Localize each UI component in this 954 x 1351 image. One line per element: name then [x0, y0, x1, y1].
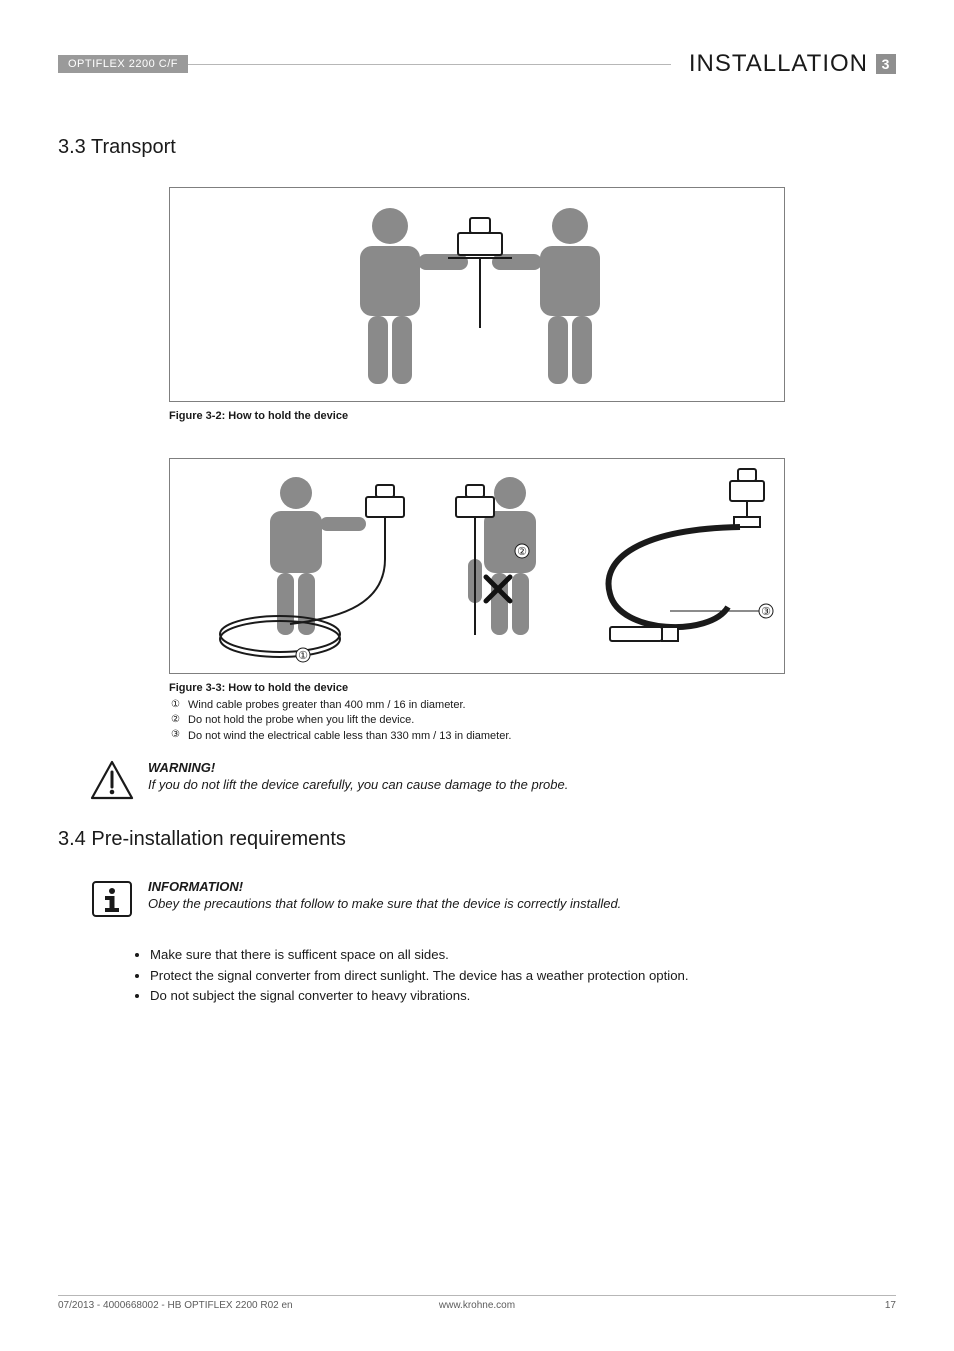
section-title: INSTALLATION 3 [671, 50, 896, 78]
warning-callout: WARNING! If you do not lift the device c… [90, 760, 896, 800]
header-rule [188, 64, 671, 65]
figure-3-3-caption: Figure 3-3: How to hold the device [169, 682, 785, 694]
heading-3-3: 3.3 Transport [58, 136, 896, 159]
figure-3-3: ① ② ③ [169, 458, 785, 674]
figure-3-2 [169, 187, 785, 402]
marker-3: ③ [761, 606, 771, 618]
warning-icon [90, 760, 134, 800]
figure-3-3-note-1: ① Wind cable probes greater than 400 mm … [169, 698, 785, 713]
requirement-item-3: Do not subject the signal converter to h… [150, 986, 896, 1006]
information-body: Obey the precautions that follow to make… [148, 896, 621, 911]
note-num-2: ② [169, 713, 182, 726]
heading-3-4: 3.4 Pre-installation requirements [58, 828, 896, 851]
chapter-badge: 3 [876, 54, 896, 74]
note-num-1: ① [169, 698, 182, 711]
note-text-1: Wind cable probes greater than 400 mm / … [188, 698, 466, 713]
page-header: OPTIFLEX 2200 C/F INSTALLATION 3 [58, 50, 896, 78]
footer-center: www.krohne.com [337, 1300, 616, 1311]
marker-1: ① [298, 650, 308, 662]
information-title: INFORMATION! [148, 879, 621, 894]
figure-3-3-note-2: ② Do not hold the probe when you lift th… [169, 713, 785, 728]
footer-left: 07/2013 - 4000668002 - HB OPTIFLEX 2200 … [58, 1300, 337, 1311]
warning-body: If you do not lift the device carefully,… [148, 777, 568, 792]
information-icon [90, 879, 134, 919]
footer-right: 17 [617, 1300, 896, 1311]
requirement-item-1: Make sure that there is sufficent space … [150, 945, 896, 965]
note-text-3: Do not wind the electrical cable less th… [188, 729, 511, 744]
figure-3-3-svg: ① ② ③ [170, 459, 786, 675]
requirements-list: Make sure that there is sufficent space … [132, 945, 896, 1006]
figure-3-2-svg [170, 188, 786, 403]
information-callout: INFORMATION! Obey the precautions that f… [90, 879, 896, 919]
note-num-3: ③ [169, 729, 182, 742]
section-title-text: INSTALLATION [689, 50, 868, 78]
figure-3-2-caption: Figure 3-2: How to hold the device [169, 410, 785, 422]
requirement-item-2: Protect the signal converter from direct… [150, 966, 896, 986]
page-footer: 07/2013 - 4000668002 - HB OPTIFLEX 2200 … [58, 1295, 896, 1311]
note-text-2: Do not hold the probe when you lift the … [188, 713, 414, 728]
figure-3-3-notes: ① Wind cable probes greater than 400 mm … [169, 698, 785, 744]
warning-title: WARNING! [148, 760, 568, 775]
marker-2: ② [517, 546, 527, 558]
product-label: OPTIFLEX 2200 C/F [58, 55, 188, 73]
figure-3-3-note-3: ③ Do not wind the electrical cable less … [169, 729, 785, 744]
